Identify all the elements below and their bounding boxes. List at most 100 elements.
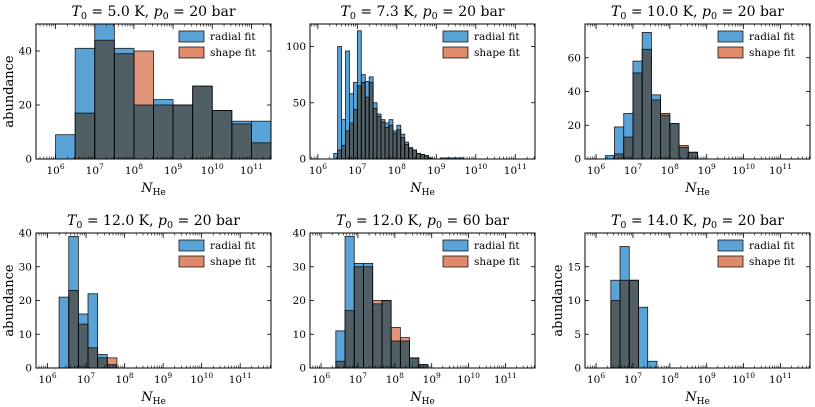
x-tick-base: 10 — [423, 374, 436, 386]
bar-shape-fit — [192, 85, 213, 160]
bar-radial-fit — [58, 296, 70, 369]
bar-shape-fit — [353, 266, 364, 369]
x-tick-exponent: 7 — [99, 162, 104, 171]
x-tick-exponent: 11 — [507, 371, 517, 380]
bar-shape-fit — [396, 129, 402, 160]
x-tick-exponent: 9 — [711, 371, 716, 380]
x-tick-exponent: 7 — [90, 371, 95, 380]
bar-shape-fit — [641, 48, 652, 160]
x-tick-base: 10 — [624, 165, 637, 177]
chart-title: T0 = 14.0 K, p0 = 20 bar — [611, 213, 784, 231]
legend-label-radial-fit: radial fit — [749, 31, 795, 43]
x-axis-label: NHe — [409, 390, 435, 407]
title-p-value: = 20 bar — [717, 4, 784, 20]
x-tick-base: 10 — [125, 165, 138, 177]
x-tick-base: 10 — [388, 165, 401, 177]
bar-shape-fit — [337, 149, 342, 160]
title-T-value: = 10.0 K, — [626, 4, 702, 20]
bar-shape-fit — [384, 127, 390, 160]
x-tick-base: 10 — [624, 374, 637, 386]
x-tick-label: 107 — [86, 162, 104, 177]
title-T-sub: 0 — [350, 11, 356, 22]
bar-shape-fit — [380, 121, 386, 160]
xlabel-He: He — [697, 188, 710, 198]
x-tick-label: 107 — [349, 371, 367, 386]
title-T: T — [340, 4, 351, 20]
title-T-sub: 0 — [76, 220, 82, 231]
title-p-value: = 20 bar — [169, 4, 236, 20]
bar-shape-fit — [420, 154, 425, 160]
title-p-value: = 60 bar — [442, 213, 509, 229]
bar-shape-fit — [408, 147, 414, 160]
legend-label-shape-fit: shape fit — [210, 47, 257, 59]
y-tick-label: 40 — [19, 228, 32, 240]
y-tick-label: 0 — [574, 154, 581, 166]
bar-shape-fit — [68, 289, 79, 369]
x-axis-label: NHe — [140, 390, 166, 407]
title-T: T — [336, 213, 347, 229]
x-tick-label: 109 — [698, 162, 716, 177]
title-T: T — [67, 213, 78, 229]
legend-swatch-radial-fit — [178, 239, 205, 252]
xlabel-N: N — [684, 390, 697, 405]
title-p-value: = 20 bar — [173, 213, 240, 229]
x-tick-exponent: 9 — [177, 162, 182, 171]
bar-shape-fit — [678, 145, 689, 160]
x-tick-base: 10 — [116, 374, 129, 386]
title-p: p — [427, 213, 436, 229]
bar-shape-fit — [77, 323, 89, 369]
x-tick-base: 10 — [457, 374, 470, 386]
title-T-sub: 0 — [620, 11, 626, 22]
bar-shape-fit — [113, 53, 135, 160]
x-tick-base: 10 — [77, 374, 90, 386]
x-tick-exponent: 10 — [478, 162, 488, 171]
title-p: p — [702, 213, 711, 229]
bar-shape-fit — [623, 136, 634, 160]
x-tick-exponent: 6 — [52, 371, 57, 380]
bar-shape-fit — [349, 122, 354, 160]
chart-title: T0 = 5.0 K, p0 = 20 bar — [71, 4, 235, 22]
legend-swatch-radial-fit — [717, 239, 744, 252]
xlabel-He: He — [153, 397, 166, 407]
bar-shape-fit — [356, 85, 362, 160]
legend: radial fit shape fit — [717, 30, 796, 59]
y-tick-label: 10 — [568, 295, 581, 307]
legend-label-shape-fit: shape fit — [210, 256, 257, 268]
x-tick-label: 109 — [698, 371, 716, 386]
x-tick-label: 106 — [587, 162, 605, 177]
legend-swatch-radial-fit — [442, 30, 469, 43]
x-tick-exponent: 8 — [138, 162, 143, 171]
title-p-sub: 0 — [711, 220, 717, 231]
x-tick-label: 106 — [587, 371, 605, 386]
x-tick-base: 10 — [154, 374, 167, 386]
x-tick-base: 10 — [86, 165, 99, 177]
bar-shape-fit — [153, 104, 174, 160]
x-tick-base: 10 — [164, 165, 177, 177]
x-tick-label: 109 — [164, 162, 182, 177]
x-tick-exponent: 10 — [746, 162, 756, 171]
x-tick-base: 10 — [732, 165, 745, 177]
bar-shape-fit — [172, 104, 194, 160]
x-tick-exponent: 11 — [242, 371, 252, 380]
y-tick-label: 50 — [293, 97, 306, 109]
x-tick-label: 108 — [125, 162, 143, 177]
x-tick-exponent: 9 — [167, 371, 172, 380]
y-tick-label: 30 — [293, 261, 306, 273]
x-tick-base: 10 — [309, 165, 322, 177]
x-tick-exponent: 8 — [401, 162, 406, 171]
x-tick-exponent: 11 — [782, 162, 792, 171]
y-tick-label: 5 — [574, 329, 581, 341]
bar-shape-fit — [632, 72, 643, 160]
bar-shape-fit — [412, 149, 417, 160]
x-tick-label: 107 — [348, 162, 366, 177]
x-tick-exponent: 10 — [214, 162, 224, 171]
x-tick-label: 108 — [388, 162, 406, 177]
title-p: p — [423, 4, 432, 20]
title-T-value: = 14.0 K, — [626, 213, 702, 229]
y-tick-label: 40 — [568, 86, 581, 98]
legend-label-radial-fit: radial fit — [474, 240, 520, 252]
legend-swatch-shape-fit — [178, 46, 205, 59]
